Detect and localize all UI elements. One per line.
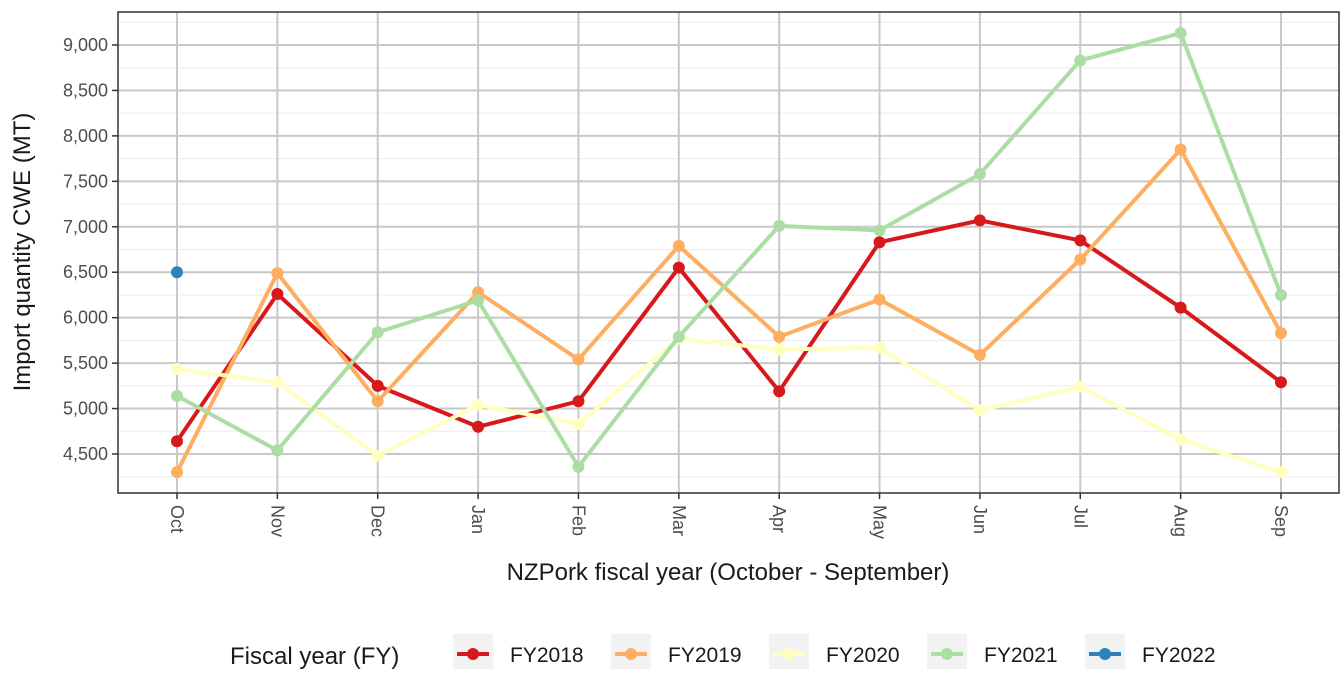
x-tick-label: Apr — [769, 505, 789, 533]
data-point — [672, 239, 685, 252]
data-point — [572, 353, 585, 366]
x-tick-label: Jun — [970, 505, 990, 534]
data-point — [271, 288, 284, 301]
data-point — [973, 168, 986, 181]
data-point — [973, 214, 986, 227]
x-tick-label: Mar — [669, 505, 689, 536]
x-tick-label: Dec — [368, 505, 388, 537]
y-tick-label: 7,000 — [63, 217, 108, 237]
data-point — [371, 449, 384, 462]
data-point — [572, 418, 585, 431]
data-point — [1174, 433, 1187, 446]
legend-point — [941, 648, 953, 660]
y-tick-label: 8,500 — [63, 80, 108, 100]
x-tick-label: May — [870, 505, 890, 539]
data-point — [1275, 288, 1287, 301]
data-point — [472, 294, 485, 307]
data-point — [773, 385, 786, 398]
data-point — [371, 379, 384, 392]
data-point — [873, 341, 886, 354]
series-line — [175, 146, 1283, 474]
data-point — [1074, 380, 1087, 393]
data-point — [973, 348, 986, 361]
data-point — [171, 435, 183, 448]
legend-label: FY2021 — [984, 644, 1058, 667]
data-point — [472, 420, 485, 433]
data-point — [1074, 54, 1087, 67]
legend-label: FY2022 — [1142, 644, 1216, 667]
data-point — [572, 460, 585, 473]
x-tick-label: Aug — [1171, 505, 1191, 537]
x-axis-label: NZPork fiscal year (October - September) — [507, 559, 950, 586]
y-tick-label: 7,500 — [63, 171, 108, 191]
legend-point — [783, 648, 795, 660]
data-point — [873, 224, 886, 237]
data-point — [371, 395, 384, 408]
data-point — [672, 261, 685, 274]
data-point — [1275, 376, 1287, 389]
legend-label: FY2019 — [668, 644, 742, 667]
y-tick-label: 9,000 — [63, 35, 108, 55]
legend-title: Fiscal year (FY) — [230, 643, 399, 669]
x-tick-label: Sep — [1271, 505, 1291, 537]
data-point — [973, 404, 986, 417]
data-point — [773, 343, 786, 356]
data-point — [873, 236, 886, 249]
data-point — [1275, 466, 1287, 479]
data-point — [171, 266, 183, 279]
data-point — [873, 293, 886, 306]
data-point — [171, 389, 183, 402]
legend-label: FY2020 — [826, 644, 900, 667]
data-point — [773, 330, 786, 343]
legend-label: FY2018 — [510, 644, 584, 667]
data-point — [171, 363, 183, 376]
data-point — [1074, 253, 1087, 266]
y-tick-label: 5,000 — [63, 399, 108, 419]
series-line — [176, 30, 1283, 471]
data-point — [371, 326, 384, 339]
data-point — [773, 219, 786, 232]
data-point — [1275, 327, 1287, 340]
y-tick-label: 5,500 — [63, 353, 108, 373]
data-point — [271, 444, 284, 457]
data-point — [271, 267, 284, 280]
data-point — [1174, 27, 1187, 40]
y-axis-label: Import quantity CWE (MT) — [9, 113, 36, 392]
data-point — [472, 398, 485, 411]
x-tick-label: Jul — [1070, 505, 1090, 528]
series-line — [175, 218, 1283, 443]
series-line — [176, 336, 1282, 475]
plot-border — [117, 11, 1340, 494]
y-tick-label: 6,000 — [63, 308, 108, 328]
x-tick-label: Feb — [568, 505, 588, 536]
x-tick-label: Nov — [267, 505, 287, 537]
data-point — [1174, 301, 1187, 314]
data-point — [171, 466, 183, 479]
legend-point — [625, 648, 637, 660]
data-point — [572, 395, 585, 408]
y-tick-label: 8,000 — [63, 126, 108, 146]
data-point — [1074, 234, 1087, 247]
y-tick-label: 4,500 — [63, 444, 108, 464]
data-point — [271, 376, 284, 389]
legend-point — [1099, 648, 1111, 660]
data-point — [672, 330, 685, 343]
x-tick-label: Jan — [468, 505, 488, 534]
x-tick-label: Oct — [167, 505, 187, 533]
legend-point — [467, 648, 479, 660]
data-point — [1174, 143, 1187, 156]
y-tick-label: 6,500 — [63, 262, 108, 282]
